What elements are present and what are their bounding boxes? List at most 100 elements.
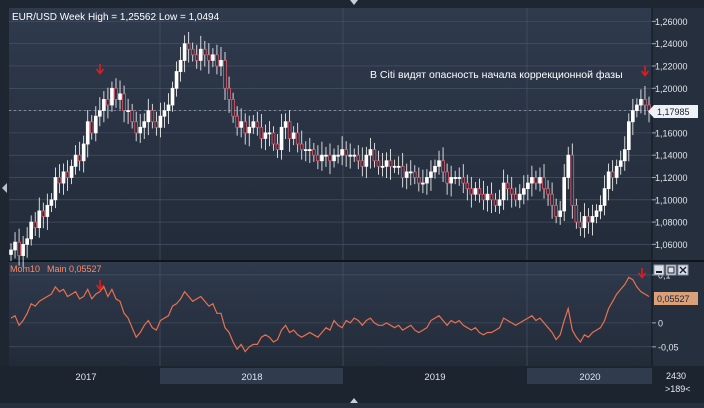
candle-body-down	[465, 182, 470, 190]
candle	[392, 159, 397, 174]
candle-body-down	[89, 121, 94, 134]
close-icon	[679, 266, 687, 274]
candle	[501, 169, 506, 210]
candle	[590, 204, 595, 236]
candle	[493, 193, 498, 213]
candle-body-down	[65, 171, 70, 178]
candle	[429, 160, 433, 191]
candle-body-down	[344, 149, 348, 156]
candle-body-up	[457, 177, 462, 179]
candle-body-up	[453, 177, 457, 179]
maximize-button[interactable]	[665, 264, 677, 276]
candle-body-up	[146, 110, 151, 123]
candle	[602, 175, 607, 216]
candle	[582, 203, 587, 238]
candle-body-down	[299, 143, 304, 151]
candle-body-down	[534, 177, 538, 184]
candle	[320, 141, 324, 171]
candle-body-down	[130, 110, 134, 123]
candle	[610, 160, 615, 191]
candle	[263, 124, 268, 151]
candle	[77, 141, 82, 171]
candle-body-down	[461, 177, 466, 184]
candle-body-up	[602, 188, 607, 206]
candle-body-up	[582, 216, 587, 229]
candle	[445, 163, 449, 195]
candle-body-up	[429, 171, 433, 178]
candle-body-up	[396, 165, 401, 168]
indicator-value: Main 0,05527	[47, 264, 102, 274]
candle-body-up	[138, 126, 143, 134]
candle	[65, 160, 70, 191]
bottom-splitter-icon[interactable]	[350, 398, 358, 403]
candle-body-down	[412, 171, 417, 178]
candle-body-down	[400, 165, 405, 178]
candle	[13, 232, 17, 259]
candle	[538, 167, 542, 192]
candle-body-up	[170, 87, 175, 106]
candle-body-up	[158, 115, 163, 128]
candle	[114, 78, 118, 108]
top-splitter-icon[interactable]	[350, 0, 358, 5]
marker-arrow-2	[640, 66, 650, 77]
marker-arrow-1	[95, 64, 105, 75]
candle	[37, 197, 42, 238]
candle-body-up	[142, 121, 147, 128]
candle-body-down	[643, 99, 647, 106]
candle-body-down	[481, 193, 486, 201]
candle-body-up	[352, 154, 357, 157]
candle-body-up	[25, 238, 29, 245]
down-arrow-icon	[95, 280, 105, 291]
candle	[255, 111, 260, 136]
candle	[626, 113, 631, 162]
candle-body-down	[586, 216, 591, 223]
candle	[53, 167, 58, 209]
candle	[178, 47, 183, 82]
candle-body-up	[13, 241, 17, 251]
candle-body-down	[417, 177, 421, 184]
candlestick-series	[9, 31, 652, 268]
candle-body-down	[223, 60, 227, 89]
minimize-button[interactable]	[653, 264, 665, 276]
candle	[469, 176, 474, 208]
candle-body-up	[247, 126, 252, 134]
candle	[130, 103, 134, 129]
bar-navigator[interactable]: >189<	[665, 384, 691, 394]
candle-body-down	[388, 160, 393, 167]
candle-body-down	[295, 132, 300, 145]
candle	[283, 113, 288, 140]
candle-body-down	[122, 93, 126, 111]
candle-body-down	[578, 221, 583, 229]
candle-body-down	[231, 99, 235, 117]
candle	[622, 136, 627, 171]
candle-body-up	[320, 154, 324, 162]
candle	[25, 227, 29, 258]
candle-body-up	[526, 182, 530, 190]
candle-body-up	[332, 154, 336, 162]
momentum-panel	[9, 262, 652, 366]
candle-body-up	[9, 249, 13, 255]
candle-body-down	[542, 177, 546, 190]
price-tick-label: 1,26000	[655, 17, 688, 27]
candle	[267, 121, 272, 147]
candle	[360, 147, 365, 177]
candle	[93, 106, 98, 142]
candle	[150, 103, 155, 129]
candle	[235, 106, 239, 136]
candle-body-down	[493, 199, 498, 206]
candle	[33, 212, 38, 237]
candle	[598, 195, 603, 220]
candle	[566, 146, 571, 190]
candle	[368, 137, 373, 169]
candle	[138, 113, 143, 143]
candle	[316, 145, 320, 170]
scroll-left-icon[interactable]	[2, 183, 7, 193]
maximize-icon	[667, 266, 675, 274]
candle	[534, 170, 538, 190]
candle	[295, 122, 300, 153]
candle	[182, 35, 187, 73]
candle	[102, 91, 106, 123]
candle	[231, 92, 235, 123]
candle-body-up	[530, 177, 534, 184]
momentum-tick-label: 0	[658, 318, 663, 328]
